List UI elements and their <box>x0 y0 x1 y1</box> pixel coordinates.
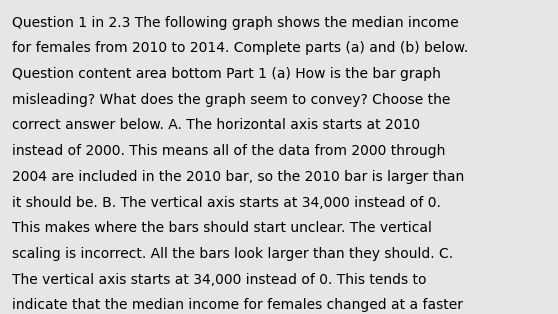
Text: it should be. B. The vertical axis starts at 34,000 instead of 0.: it should be. B. The vertical axis start… <box>12 196 441 209</box>
Text: for females from 2010 to 2014. Complete parts (a) and (b) below.: for females from 2010 to 2014. Complete … <box>12 41 469 55</box>
Text: Question 1 in 2.3 The following graph shows the median income: Question 1 in 2.3 The following graph sh… <box>12 16 459 30</box>
Text: correct answer below. A. The horizontal axis starts at 2010: correct answer below. A. The horizontal … <box>12 118 420 133</box>
Text: misleading? What does the graph seem to convey? Choose the: misleading? What does the graph seem to … <box>12 93 451 107</box>
Text: This makes where the bars should start unclear. The vertical: This makes where the bars should start u… <box>12 221 432 235</box>
Text: scaling is incorrect. All the bars look larger than they should. C.: scaling is incorrect. All the bars look … <box>12 247 454 261</box>
Text: Question content area bottom Part 1 (a) How is the bar graph: Question content area bottom Part 1 (a) … <box>12 67 441 81</box>
Text: 2004 are included in the 2010 bar, so the 2010 bar is larger than: 2004 are included in the 2010 bar, so th… <box>12 170 464 184</box>
Text: indicate that the median income for females changed at a faster: indicate that the median income for fema… <box>12 298 463 312</box>
Text: The vertical axis starts at 34,000 instead of 0. This tends to: The vertical axis starts at 34,000 inste… <box>12 273 427 287</box>
Text: instead of 2000. This means all of the data from 2000 through: instead of 2000. This means all of the d… <box>12 144 446 158</box>
